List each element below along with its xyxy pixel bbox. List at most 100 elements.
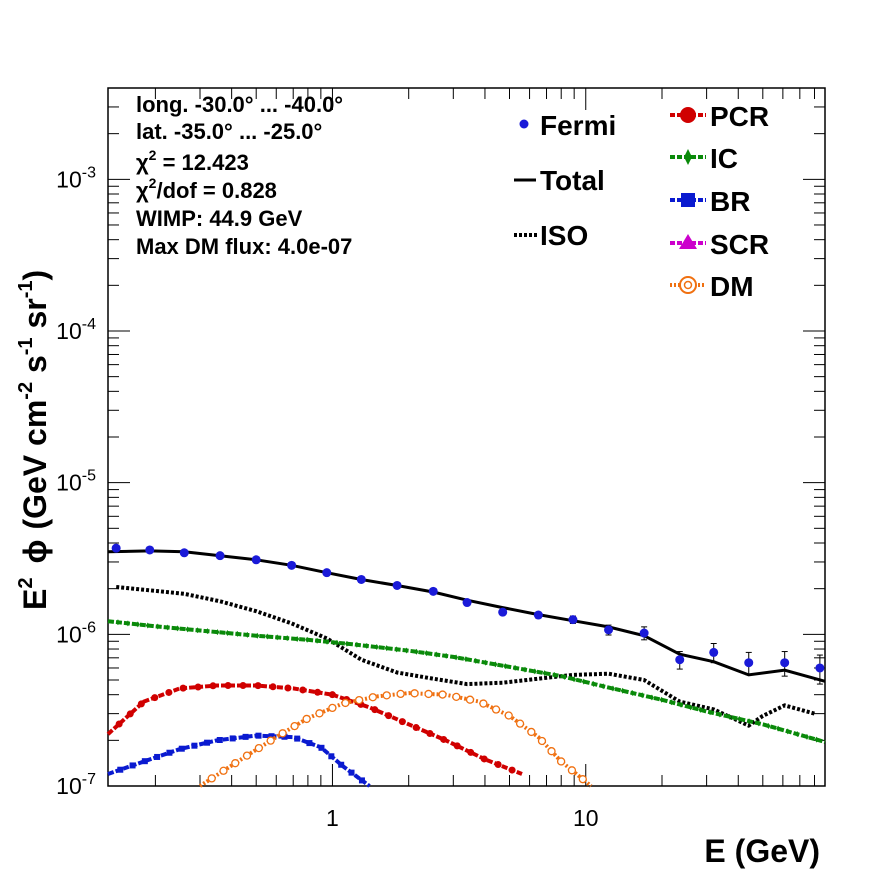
marker-dm <box>567 766 577 775</box>
marker-br <box>154 753 161 760</box>
marker-pcr <box>328 691 336 699</box>
marker-ic <box>513 664 518 671</box>
y-tick-label: 10-6 <box>56 619 96 647</box>
marker-dm <box>302 714 311 724</box>
marker-ic <box>659 696 664 703</box>
marker-dm <box>382 691 391 700</box>
marker-ic <box>532 668 537 675</box>
marker-ic <box>698 706 703 713</box>
marker-br <box>242 733 249 740</box>
legend-item-total: Total <box>514 165 605 196</box>
marker-ic <box>649 694 654 701</box>
y-axis-label-phi: ϕ <box>17 540 53 564</box>
marker-br <box>338 761 345 768</box>
marker-br <box>216 736 223 743</box>
legend-item-ic: IC <box>670 143 738 174</box>
marker-dm <box>328 703 337 713</box>
legend-item-dm: DM <box>670 271 754 302</box>
legend-item-scr: SCR <box>670 229 769 260</box>
marker-dm <box>278 729 287 738</box>
marker-br <box>117 766 124 773</box>
curve-dm <box>198 691 593 788</box>
marker-ic <box>414 648 419 655</box>
marker-dm <box>207 774 216 783</box>
marker-ic <box>591 680 596 687</box>
x-axis-label: E (GeV) <box>704 833 820 869</box>
marker-ic <box>145 622 150 629</box>
marker-pcr <box>269 683 277 691</box>
fermi-point <box>428 586 438 596</box>
marker-ic <box>814 736 819 743</box>
marker-ic <box>776 725 781 732</box>
marker-ic <box>630 690 635 697</box>
svg-text:E2ϕ(GeV cm-2 s-1 sr-1): E2ϕ(GeV cm-2 s-1 sr-1) <box>15 270 53 610</box>
legend-marker-dm <box>679 276 697 294</box>
fermi-point <box>287 560 297 570</box>
marker-ic <box>374 644 379 651</box>
x-tick-label: 10 <box>573 805 599 831</box>
legend-item-br: BR <box>670 186 750 217</box>
marker-dm <box>341 698 350 708</box>
marker-dm <box>547 747 556 756</box>
marker-br <box>306 740 313 747</box>
marker-dm <box>354 695 364 705</box>
marker-ic <box>581 678 586 685</box>
marker-ic <box>165 624 170 631</box>
y-axis-label-u6: ) <box>17 270 53 281</box>
marker-dm <box>504 711 513 720</box>
legend-right: PCR IC BR SCR DM <box>670 101 769 302</box>
marker-ic <box>444 652 449 659</box>
marker-dm <box>578 775 587 784</box>
marker-dm <box>438 690 447 699</box>
marker-ic <box>255 632 260 639</box>
legend-marker-scr <box>679 234 697 249</box>
marker-br <box>268 733 275 740</box>
marker-dm <box>452 692 461 702</box>
marker-pcr <box>453 742 461 750</box>
marker-pcr <box>467 748 475 756</box>
marker-ic <box>620 687 625 694</box>
marker-pcr <box>314 688 322 696</box>
marker-pcr <box>508 766 516 774</box>
info-chi2dof-value: /dof = 0.828 <box>156 178 276 203</box>
marker-br <box>129 762 136 769</box>
marker-ic <box>542 670 547 677</box>
marker-pcr <box>412 724 420 732</box>
marker-ic <box>785 728 790 735</box>
info-latitude: lat. -35.0° ... -25.0° <box>136 119 322 144</box>
y-axis-label-base: E <box>17 589 53 610</box>
marker-dm <box>515 719 525 728</box>
marker-dm <box>479 699 488 708</box>
marker-ic <box>454 654 459 661</box>
marker-dm <box>537 736 547 746</box>
marker-pcr <box>440 735 448 743</box>
fermi-point <box>392 580 402 590</box>
marker-br <box>318 744 325 751</box>
marker-pcr <box>385 712 393 720</box>
marker-ic <box>708 709 713 716</box>
marker-ic <box>325 638 330 645</box>
y-axis-label-u4: sr <box>17 298 53 337</box>
fermi-point <box>533 610 543 620</box>
y-axis-label-sup: 2 <box>15 578 37 589</box>
marker-ic <box>434 651 439 658</box>
fermi-point <box>568 615 578 625</box>
marker-ic <box>235 630 240 637</box>
marker-ic <box>727 713 732 720</box>
fermi-points <box>111 543 825 685</box>
marker-br <box>294 735 301 742</box>
info-chi2-symbol: χ <box>136 150 149 175</box>
marker-pcr <box>137 700 145 708</box>
fermi-point <box>145 545 155 555</box>
marker-pcr <box>151 694 159 702</box>
marker-pcr <box>254 682 262 690</box>
fermi-point <box>322 568 332 578</box>
marker-pcr <box>239 681 247 689</box>
marker-dm <box>219 766 228 775</box>
marker-dm <box>556 757 566 766</box>
y-tick-label: 10-3 <box>56 164 96 192</box>
marker-ic <box>175 625 180 632</box>
marker-dm <box>266 736 275 745</box>
marker-br <box>348 769 355 776</box>
